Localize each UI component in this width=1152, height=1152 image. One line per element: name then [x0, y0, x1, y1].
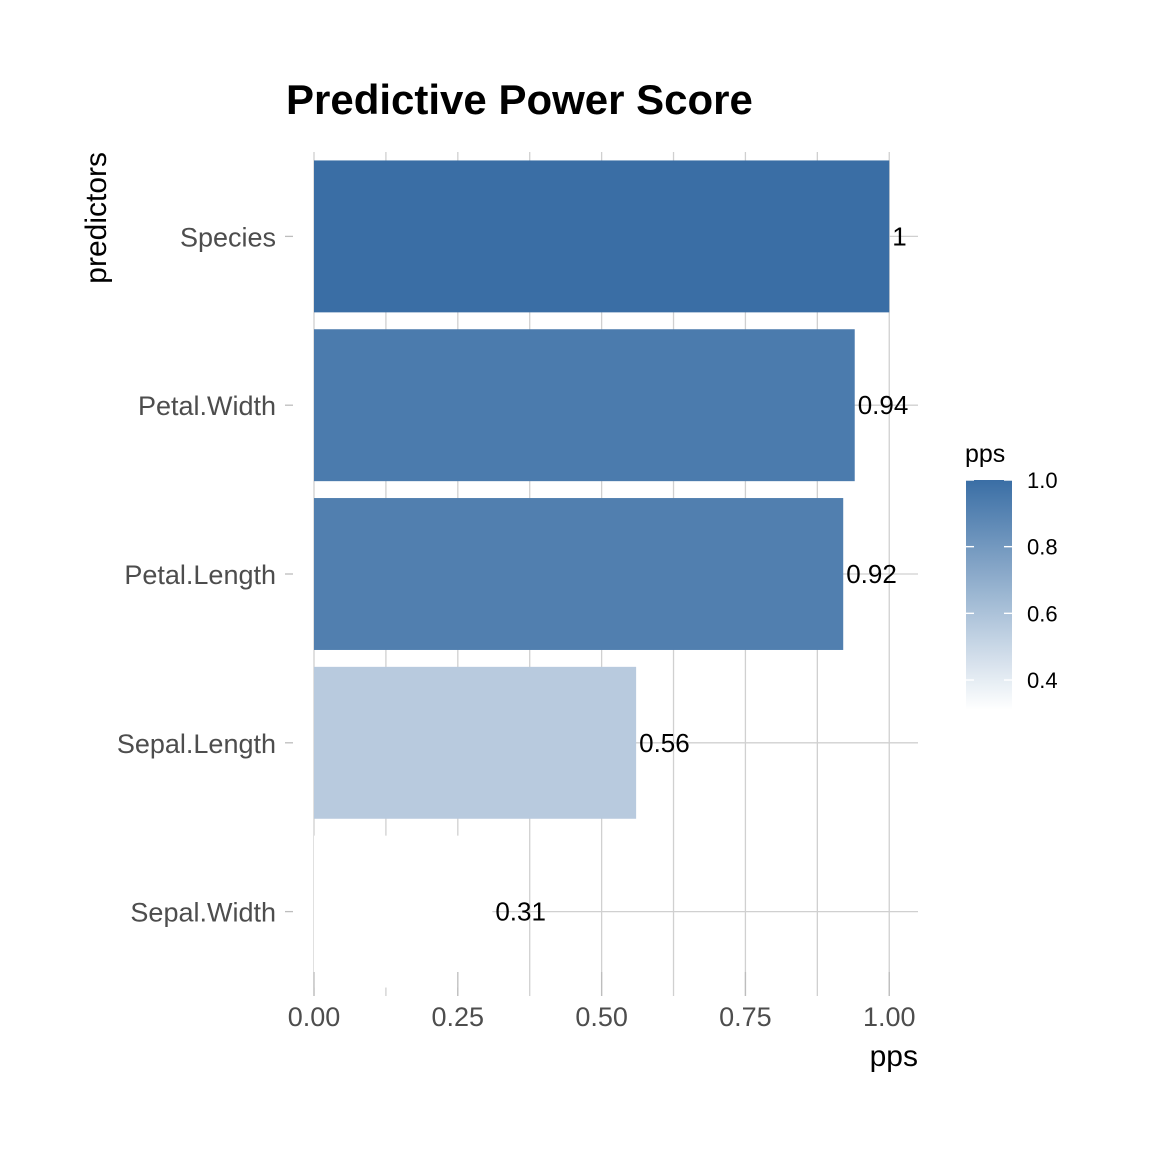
y-axis-title: predictors — [80, 152, 113, 284]
y-tick-label: Species — [180, 222, 276, 252]
x-tick-label: 0.00 — [288, 1002, 341, 1032]
x-axis: 0.00 0.25 0.50 0.75 1.00 — [288, 972, 916, 1032]
y-tick-label: Petal.Length — [124, 560, 276, 590]
y-tick-label: Sepal.Length — [117, 729, 276, 759]
bar-value-label: 1 — [892, 221, 906, 251]
legend-title: pps — [965, 440, 1005, 468]
x-axis-title: pps — [870, 1040, 918, 1073]
legend-colorbar — [966, 480, 1012, 710]
bars — [314, 160, 890, 988]
x-tick-label: 1.00 — [863, 1002, 916, 1032]
chart-title: Predictive Power Score — [286, 76, 753, 123]
bar-sepal-length — [314, 666, 637, 819]
bar-petal-width — [314, 329, 855, 482]
legend: pps 1.0 0.8 0.6 0.4 — [965, 440, 1058, 710]
y-tick-label: Sepal.Width — [130, 898, 276, 928]
bar-value-label: 0.56 — [639, 728, 690, 758]
x-tick-label: 0.75 — [719, 1002, 772, 1032]
legend-tick-label: 0.6 — [1027, 601, 1058, 626]
data-labels: 1 0.94 0.92 0.56 0.31 — [495, 221, 908, 926]
bar-petal-length — [314, 498, 844, 650]
legend-tick-label: 0.8 — [1027, 535, 1058, 560]
y-axis: Species Petal.Width Petal.Length Sepal.Leng… — [117, 222, 293, 928]
bar-value-label: 0.92 — [846, 559, 897, 589]
x-tick-label: 0.25 — [432, 1002, 485, 1032]
bar-value-label: 0.94 — [858, 390, 909, 420]
bar-value-label: 0.31 — [495, 897, 546, 927]
legend-tick-label: 0.4 — [1027, 668, 1058, 693]
bar-sepal-width — [314, 835, 493, 988]
y-tick-label: Petal.Width — [138, 391, 276, 421]
x-tick-label: 0.50 — [575, 1002, 628, 1032]
bar-species — [314, 160, 890, 313]
legend-tick-label: 1.0 — [1027, 468, 1058, 493]
